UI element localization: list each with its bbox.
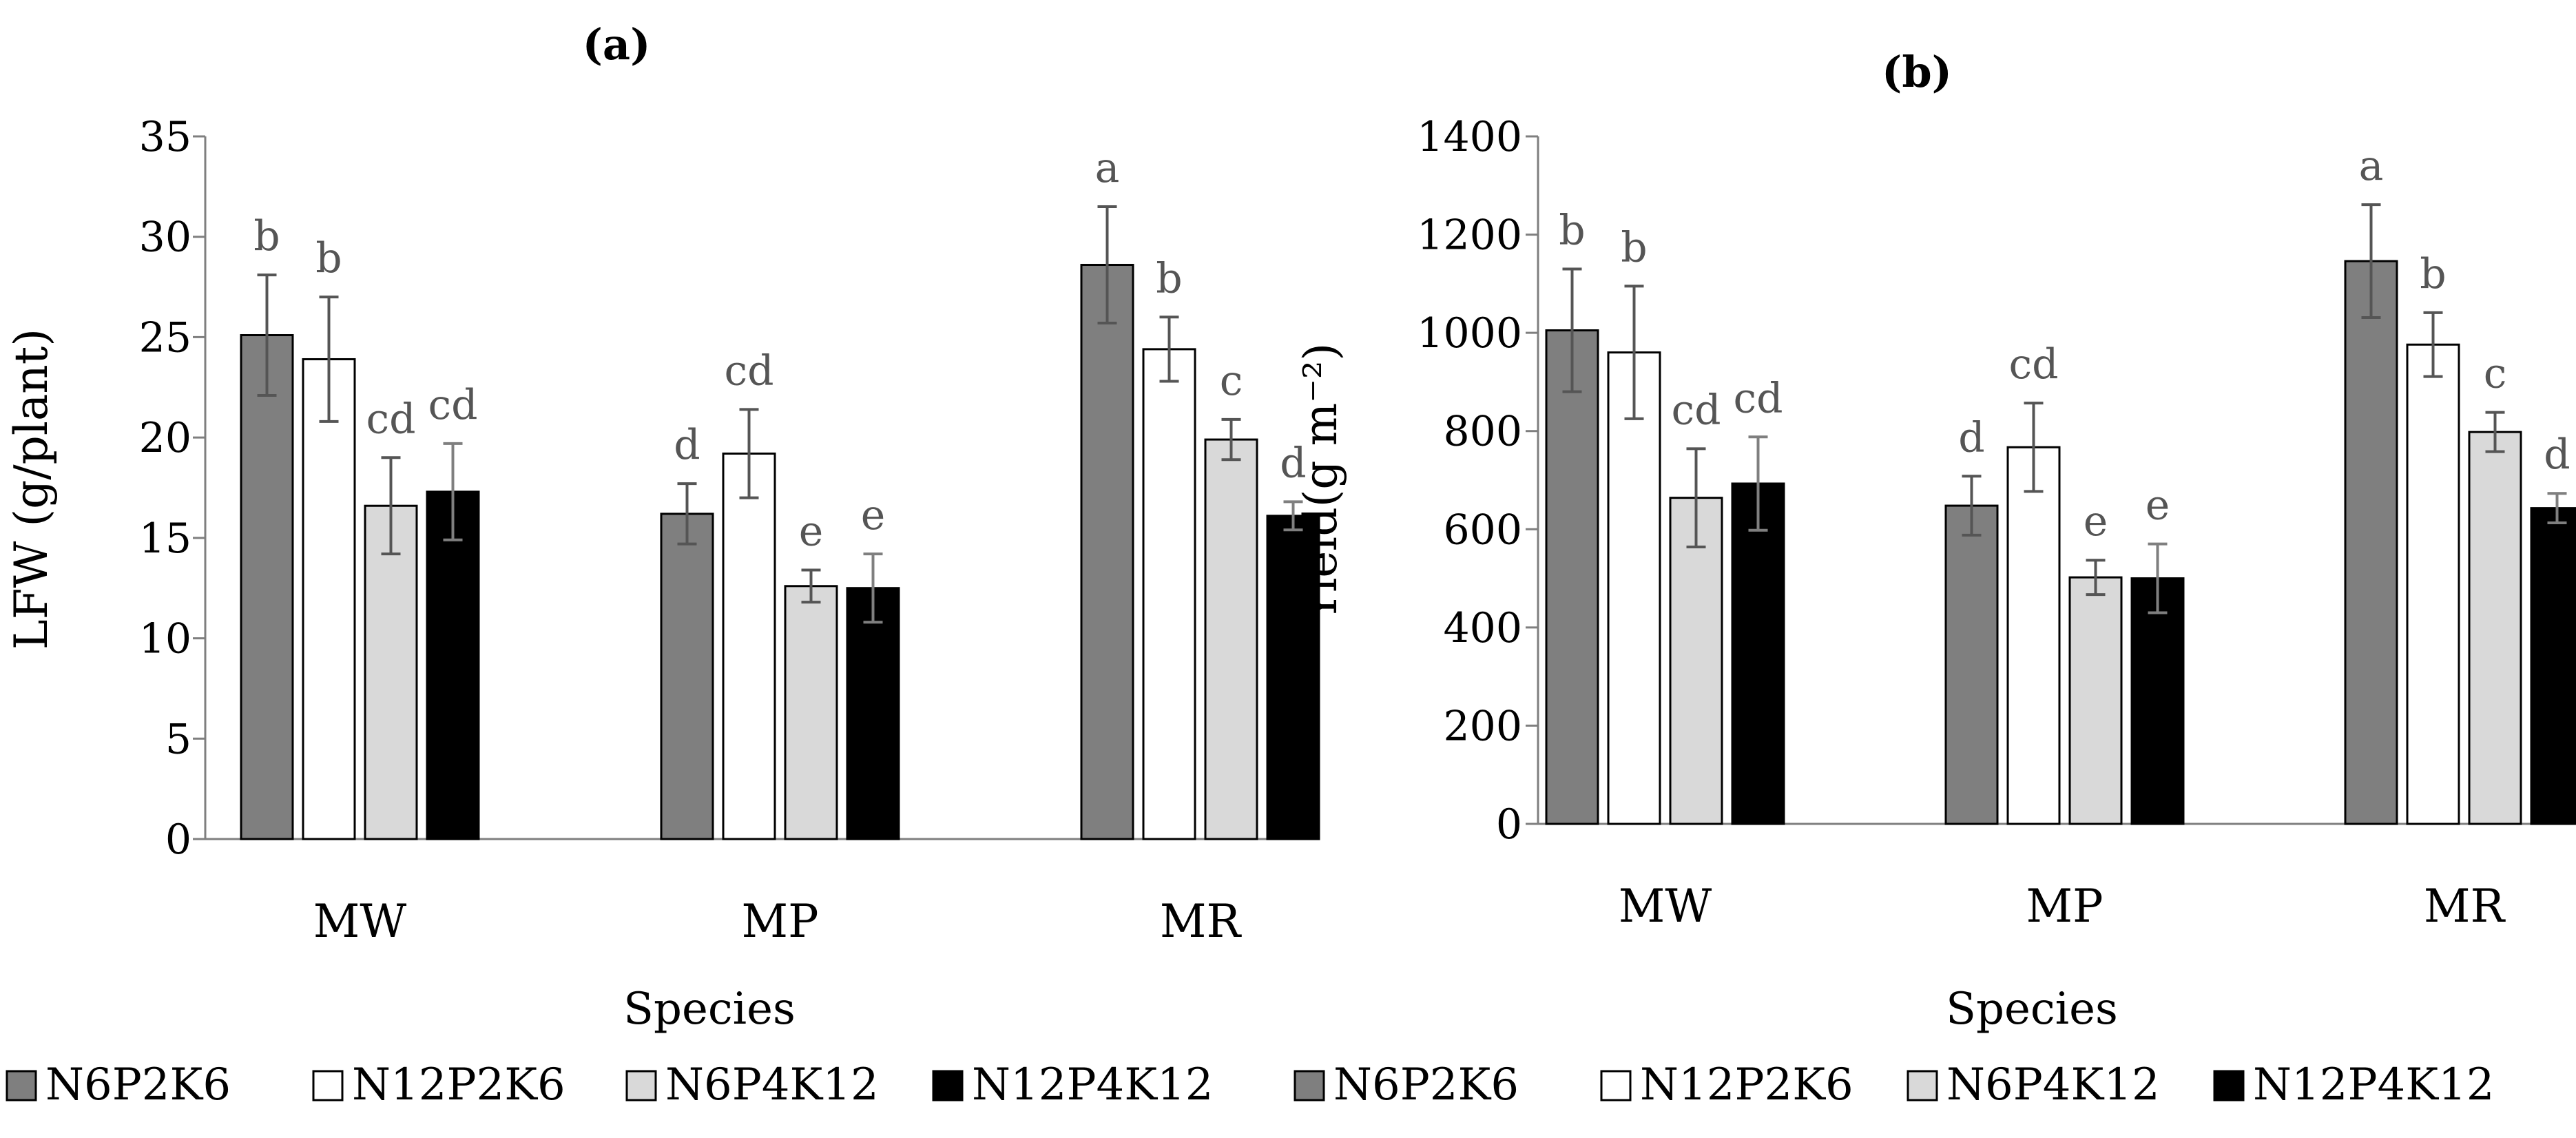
legend-swatch	[2213, 1070, 2245, 1101]
bar	[1142, 348, 1196, 840]
y-tick-label: 30	[139, 214, 191, 262]
bar	[1731, 482, 1785, 825]
x-category-label: MW	[1619, 880, 1712, 933]
bar	[784, 585, 838, 840]
bar	[2006, 446, 2061, 825]
legend-swatch	[1907, 1070, 1938, 1101]
significance-letter: cd	[1733, 374, 1783, 422]
y-tick-label: 200	[1443, 702, 1522, 750]
chart-title: (a)	[583, 19, 651, 70]
significance-letter: b	[1156, 254, 1182, 302]
bar	[2530, 507, 2576, 825]
x-category-label: MP	[742, 895, 819, 948]
significance-letter: d	[2544, 431, 2570, 479]
bar	[2468, 431, 2522, 825]
y-tick-label: 600	[1443, 506, 1522, 554]
y-tick-label: 35	[139, 113, 191, 161]
legend-label: N12P2K6	[352, 1059, 565, 1110]
bar	[2344, 260, 2398, 825]
legend-label: N12P4K12	[2253, 1059, 2494, 1110]
bar	[426, 490, 480, 840]
significance-letter: d	[1280, 439, 1306, 487]
y-tick-label: 800	[1443, 408, 1522, 456]
x-category-label: MP	[2026, 880, 2104, 933]
y-tick-label: 0	[1496, 800, 1522, 849]
significance-letter: b	[2420, 250, 2446, 298]
chart-title: (b)	[1882, 47, 1952, 97]
significance-letter: b	[315, 234, 342, 282]
bar	[1545, 329, 1599, 825]
x-axis-title: Species	[1946, 984, 2118, 1035]
significance-letter: e	[799, 507, 824, 555]
bar	[2406, 343, 2460, 825]
bar	[1204, 438, 1258, 840]
bar	[364, 504, 418, 840]
significance-letter: e	[2084, 497, 2108, 546]
significance-letter: cd	[366, 395, 415, 443]
significance-letter: cd	[724, 346, 773, 395]
legend-swatch	[1600, 1070, 1632, 1101]
y-tick-label: 15	[139, 515, 191, 563]
x-category-label: MR	[2424, 880, 2506, 933]
y-tick-label: 1000	[1417, 309, 1522, 358]
x-category-label: MW	[313, 895, 407, 948]
significance-letter: d	[1958, 413, 1984, 462]
significance-letter: b	[253, 212, 280, 260]
bar	[846, 587, 900, 840]
significance-letter: a	[1095, 144, 1120, 192]
bar	[1607, 351, 1661, 825]
legend-label: N6P4K12	[1946, 1059, 2160, 1110]
legend-label: N12P4K12	[972, 1059, 1213, 1110]
significance-letter: d	[674, 421, 700, 469]
legend-a: N6P2K6 N12P2K6 N6P4K12 N12P4K12	[6, 1059, 1213, 1110]
legend-swatch	[932, 1070, 964, 1101]
y-axis-title: LFW (g/plant)	[5, 329, 58, 650]
significance-letter: cd	[428, 381, 477, 429]
bar	[1944, 504, 1999, 825]
legend-label: N12P2K6	[1640, 1059, 1853, 1110]
bar	[302, 358, 356, 840]
legend-swatch	[312, 1070, 344, 1101]
y-tick-label: 1400	[1417, 113, 1522, 161]
y-tick-label: 25	[139, 313, 191, 362]
bar	[1080, 264, 1134, 840]
significance-letter: e	[2146, 482, 2170, 530]
legend-label: N6P2K6	[1333, 1059, 1519, 1110]
significance-letter: c	[1220, 357, 1243, 405]
x-category-label: MR	[1160, 895, 1243, 948]
y-tick-label: 0	[165, 816, 191, 864]
significance-letter: b	[1621, 223, 1647, 271]
x-axis-title: Species	[623, 984, 796, 1035]
significance-letter: c	[2484, 350, 2507, 398]
legend-swatch	[1294, 1070, 1325, 1101]
significance-letter: cd	[2008, 340, 2058, 389]
significance-letter: b	[1559, 206, 1585, 254]
y-axis-title: Yield(g m⁻²)	[1294, 343, 1347, 623]
legend-swatch	[6, 1070, 37, 1101]
legend-b: N6P2K6 N12P2K6 N6P4K12 N12P4K12	[1294, 1059, 2494, 1110]
y-tick-label: 20	[139, 414, 191, 462]
y-tick-label: 5	[165, 715, 191, 763]
bar	[2068, 576, 2123, 825]
legend-swatch	[625, 1070, 657, 1101]
bar	[240, 334, 294, 840]
bar	[660, 513, 714, 840]
y-tick-label: 400	[1443, 604, 1522, 652]
significance-letter: e	[861, 491, 886, 539]
legend-label: N6P2K6	[45, 1059, 231, 1110]
y-tick-label: 10	[139, 615, 191, 663]
significance-letter: a	[2359, 142, 2384, 190]
bar	[2130, 577, 2185, 825]
bar	[722, 452, 776, 840]
y-tick-label: 1200	[1417, 211, 1522, 260]
bar	[1669, 497, 1723, 825]
legend-label: N6P4K12	[665, 1059, 879, 1110]
significance-letter: cd	[1671, 386, 1721, 434]
